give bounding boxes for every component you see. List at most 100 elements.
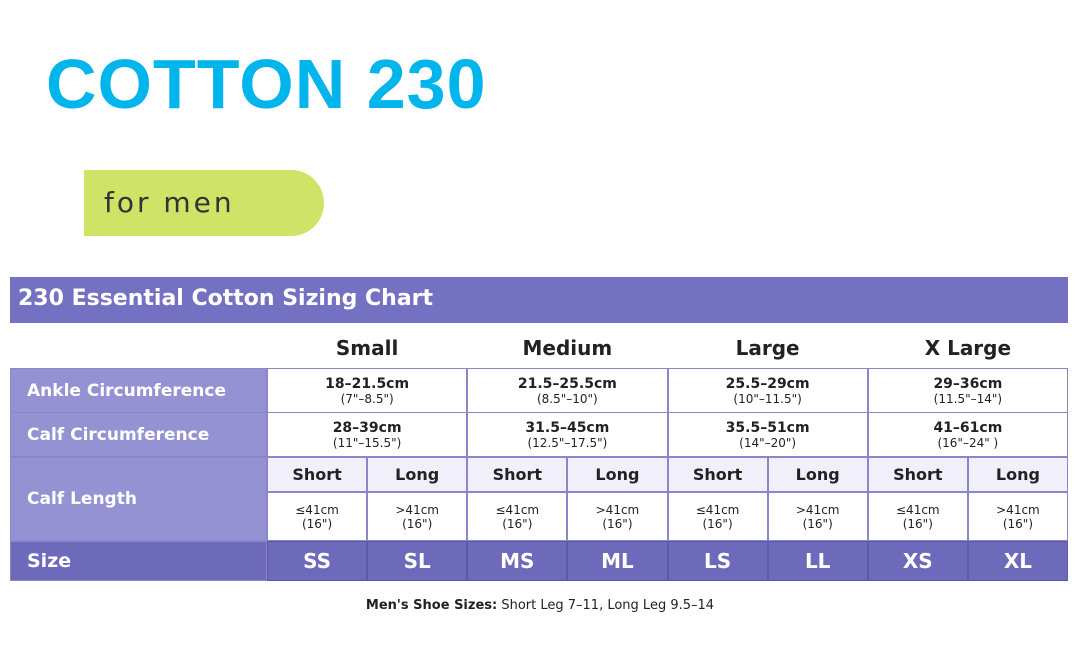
size-code: LL bbox=[804, 549, 831, 573]
subcolumn-header: Short bbox=[867, 457, 968, 492]
size-code: XL bbox=[1003, 549, 1033, 573]
subcolumn-header: Short bbox=[467, 457, 568, 492]
cell-main: 31.5–45cm bbox=[525, 419, 610, 436]
column-name: Small bbox=[335, 336, 399, 360]
size-code: LS bbox=[703, 549, 732, 573]
footnote: Men's Shoe Sizes: Short Leg 7–11, Long L… bbox=[0, 598, 1080, 613]
cell-main: 35.5–51cm bbox=[725, 419, 810, 436]
row-label-text: Calf Length bbox=[27, 489, 137, 509]
cell-range: ≤41cm bbox=[295, 502, 339, 517]
size-cell: MS bbox=[467, 541, 568, 581]
cell-range: >41cm bbox=[795, 502, 840, 517]
size-cell: ML bbox=[567, 541, 668, 581]
table-title: 230 Essential Cotton Sizing Chart bbox=[10, 277, 1068, 323]
cell-inch: (16") bbox=[502, 516, 533, 531]
cell-inch: (16") bbox=[1002, 516, 1034, 531]
subcolumn-name: Long bbox=[795, 465, 840, 484]
size-cell: LS bbox=[667, 541, 768, 581]
size-code: MS bbox=[500, 549, 535, 573]
size-cell: XS bbox=[867, 541, 968, 581]
cell-range: ≤41cm bbox=[896, 502, 940, 517]
size-cell: LL bbox=[767, 541, 868, 581]
column-name: X Large bbox=[924, 336, 1012, 360]
cell-main: 25.5–29cm bbox=[725, 375, 810, 392]
subcolumn-name: Short bbox=[692, 465, 743, 484]
subcolumn-name: Short bbox=[893, 465, 943, 484]
row-label: Calf Circumference bbox=[10, 412, 267, 457]
data-cell: ≤41cm (16") bbox=[267, 492, 368, 541]
cell-inch: (16") bbox=[802, 516, 833, 531]
page-title: COTTON 230 bbox=[46, 45, 487, 123]
column-name: Medium bbox=[522, 336, 613, 360]
cell-inch: (16") bbox=[301, 516, 333, 531]
cell-inch: (16") bbox=[402, 516, 433, 531]
data-cell: 35.5–51cm (14"–20") bbox=[667, 412, 868, 457]
cell-sub: (7"–8.5") bbox=[340, 391, 394, 406]
cell-main: 41–61cm bbox=[933, 419, 1003, 436]
column-header: Medium bbox=[467, 328, 667, 368]
subcolumn-header: Short bbox=[667, 457, 768, 492]
data-cell: >41cm (16") bbox=[567, 492, 668, 541]
cell-range: >41cm bbox=[595, 502, 640, 517]
cell-main: 29–36cm bbox=[933, 375, 1003, 392]
subcolumn-header: Short bbox=[267, 457, 368, 492]
cell-sub: (16"–24" ) bbox=[937, 435, 999, 450]
data-cell: ≤41cm (16") bbox=[667, 492, 768, 541]
data-cell: >41cm (16") bbox=[767, 492, 868, 541]
cell-sub: (11"–15.5") bbox=[332, 435, 402, 450]
size-code: ML bbox=[601, 549, 634, 573]
column-header: Small bbox=[267, 328, 467, 368]
column-header: X Large bbox=[868, 328, 1068, 368]
cell-sub: (8.5"–10") bbox=[536, 391, 598, 406]
cell-main: 21.5–25.5cm bbox=[517, 375, 617, 392]
footnote-bold: Men's Shoe Sizes: bbox=[365, 598, 498, 613]
data-cell: >41cm (16") bbox=[967, 492, 1068, 541]
size-code: XS bbox=[902, 549, 933, 573]
cell-inch: (16") bbox=[602, 516, 633, 531]
subcolumn-header: Long bbox=[767, 457, 868, 492]
data-cell: 25.5–29cm (10"–11.5") bbox=[667, 368, 868, 413]
subcolumn-name: Short bbox=[492, 465, 543, 484]
footnote-text: Short Leg 7–11, Long Leg 9.5–14 bbox=[497, 598, 715, 613]
cell-sub: (14"–20") bbox=[739, 435, 797, 450]
subcolumn-header: Long bbox=[567, 457, 668, 492]
cell-range: ≤41cm bbox=[695, 502, 740, 517]
row-label: Ankle Circumference bbox=[10, 368, 267, 413]
cell-inch: (16") bbox=[902, 516, 933, 531]
cell-main: 28–39cm bbox=[332, 419, 402, 436]
cell-sub: (10"–11.5") bbox=[733, 391, 802, 406]
row-label-text: Ankle Circumference bbox=[27, 380, 226, 401]
row-label: Size bbox=[10, 541, 267, 581]
data-cell: ≤41cm (16") bbox=[867, 492, 968, 541]
column-header: Large bbox=[668, 328, 868, 368]
row-label: Calf Length bbox=[10, 457, 267, 541]
subcolumn-header: Long bbox=[367, 457, 468, 492]
tag: for men bbox=[84, 170, 324, 236]
subcolumn-name: Short bbox=[292, 465, 342, 484]
cell-inch: (16") bbox=[702, 516, 733, 531]
data-cell: 41–61cm (16"–24" ) bbox=[867, 412, 1068, 457]
cell-range: >41cm bbox=[395, 502, 439, 517]
row-label-text: Size bbox=[27, 550, 72, 572]
data-cell: 31.5–45cm (12.5"–17.5") bbox=[467, 412, 668, 457]
cell-main: 18–21.5cm bbox=[325, 375, 410, 392]
data-cell: 29–36cm (11.5"–14") bbox=[867, 368, 1068, 413]
data-cell: >41cm (16") bbox=[367, 492, 468, 541]
size-code: SL bbox=[403, 549, 431, 573]
subcolumn-header: Long bbox=[967, 457, 1068, 492]
data-cell: ≤41cm (16") bbox=[467, 492, 568, 541]
size-cell: XL bbox=[967, 541, 1068, 581]
subcolumn-name: Long bbox=[995, 465, 1040, 484]
cell-sub: (12.5"–17.5") bbox=[527, 435, 608, 450]
data-cell: 28–39cm (11"–15.5") bbox=[267, 412, 468, 457]
subcolumn-name: Long bbox=[595, 465, 640, 484]
data-cell: 18–21.5cm (7"–8.5") bbox=[267, 368, 468, 413]
size-cell: SS bbox=[267, 541, 368, 581]
cell-range: >41cm bbox=[996, 502, 1040, 517]
subcolumn-name: Long bbox=[395, 465, 440, 484]
size-code: SS bbox=[303, 549, 332, 573]
cell-sub: (11.5"–14") bbox=[933, 391, 1003, 406]
row-label-text: Calf Circumference bbox=[27, 424, 210, 445]
size-cell: SL bbox=[367, 541, 468, 581]
